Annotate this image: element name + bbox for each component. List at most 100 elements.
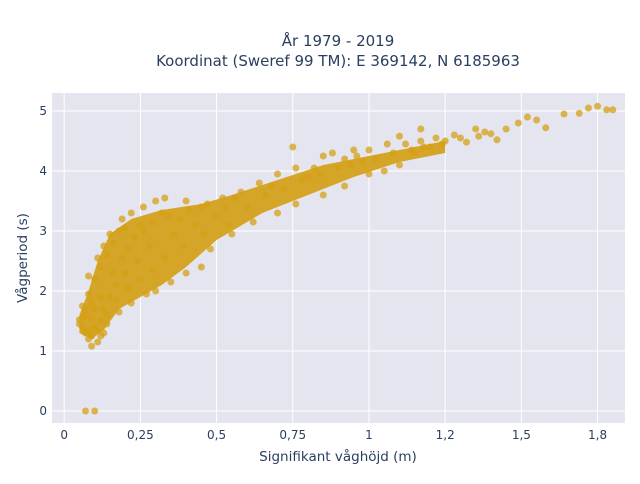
x-tick-label: 1,2	[436, 428, 455, 442]
scatter-point	[106, 293, 114, 301]
x-tick-label: 1	[365, 428, 373, 442]
scatter-point	[274, 209, 282, 217]
dense-point-cloud	[79, 141, 446, 339]
scatter-point	[261, 191, 269, 199]
scatter-point	[182, 197, 190, 205]
x-tick-labels: 0 0,25 0,5 0,75 1 1,2 1,5 1,8	[60, 428, 607, 442]
scatter-point	[542, 124, 550, 132]
scatter-point	[136, 275, 144, 283]
scatter-point	[100, 242, 108, 250]
y-tick-label: 2	[39, 284, 47, 298]
scatter-point	[402, 140, 410, 148]
scatter-point	[179, 242, 187, 250]
scatter-point	[267, 182, 275, 190]
scatter-point	[481, 128, 489, 136]
scatter-point	[493, 136, 501, 144]
scatter-point	[347, 161, 355, 169]
scatter-point	[78, 323, 86, 331]
scatter-point	[280, 185, 288, 193]
scatter-point	[274, 170, 282, 178]
scatter-point	[161, 254, 169, 262]
scatter-point	[328, 149, 336, 157]
scatter-point	[106, 230, 114, 238]
scatter-point	[383, 140, 391, 148]
scatter-point	[222, 203, 230, 211]
scatter-point	[146, 242, 154, 250]
scatter-point	[127, 299, 135, 307]
scatter-point	[353, 152, 361, 160]
scatter-point	[200, 230, 208, 238]
scatter-point	[310, 164, 318, 172]
scatter-point	[487, 130, 495, 138]
scatter-point	[121, 224, 129, 232]
scatter-point	[170, 230, 178, 238]
scatter-point	[197, 203, 205, 211]
scatter-point	[255, 179, 263, 187]
scatter-point	[426, 143, 434, 151]
scatter-point	[97, 263, 105, 271]
scatter-point	[475, 132, 483, 140]
scatter-point	[149, 266, 157, 274]
scatter-point	[88, 342, 96, 350]
scatter-point	[88, 332, 96, 340]
scatter-point	[231, 194, 239, 202]
scatter-point	[450, 131, 458, 139]
scatter-point	[85, 326, 93, 334]
scatter-point	[94, 254, 102, 262]
x-axis-title: Signifikant våghöjd (m)	[259, 448, 417, 465]
scatter-point	[389, 149, 397, 157]
scatter-point	[341, 155, 349, 163]
scatter-point	[472, 125, 480, 133]
scatter-point	[203, 200, 211, 208]
scatter-point	[575, 109, 583, 117]
scatter-point	[133, 257, 141, 265]
scatter-point	[249, 218, 257, 226]
scatter-point	[560, 110, 568, 118]
scatter-point	[91, 305, 99, 313]
y-tick-label: 5	[39, 104, 47, 118]
scatter-point	[91, 323, 99, 331]
scatter-point	[417, 137, 425, 145]
scatter-point	[82, 305, 90, 313]
scatter-point	[502, 125, 510, 133]
scatter-point	[118, 254, 126, 262]
y-tick-labels: 0 1 2 3 4 5	[39, 104, 47, 418]
scatter-point	[158, 209, 166, 217]
scatter-point	[118, 215, 126, 223]
scatter-point	[432, 134, 440, 142]
scatter-point	[219, 194, 227, 202]
x-tick-label: 0,25	[127, 428, 154, 442]
scatter-point	[91, 275, 99, 283]
scatter-point	[115, 227, 123, 235]
scatter-point	[243, 203, 251, 211]
scatter-point	[609, 106, 617, 114]
scatter-point	[88, 314, 96, 322]
scatter-point	[127, 209, 135, 217]
scatter-point	[139, 203, 147, 211]
y-axis-title: Vågperiod (s)	[14, 213, 31, 303]
scatter-point	[365, 170, 373, 178]
scatter-point	[85, 272, 93, 280]
scatter-point	[139, 227, 147, 235]
scatter-point	[152, 287, 160, 295]
scatter-point	[161, 194, 169, 202]
scatter-point	[149, 218, 157, 226]
scatter-point	[191, 221, 199, 229]
scatter-point	[533, 116, 541, 124]
scatter-point	[103, 320, 111, 328]
scatter-point	[121, 269, 129, 277]
x-tick-label: 0,5	[207, 428, 226, 442]
scatter-point	[371, 155, 379, 163]
scatter-point	[152, 197, 160, 205]
scatter-point	[97, 317, 105, 325]
scatter-point	[109, 239, 117, 247]
scatter-point	[584, 104, 592, 112]
scatter-point	[341, 182, 349, 190]
x-tick-label: 0,75	[279, 428, 306, 442]
y-tick-label: 1	[39, 344, 47, 358]
scatter-point	[237, 188, 245, 196]
scatter-point	[142, 290, 150, 298]
scatter-point	[292, 200, 300, 208]
scatter-point	[124, 245, 132, 253]
